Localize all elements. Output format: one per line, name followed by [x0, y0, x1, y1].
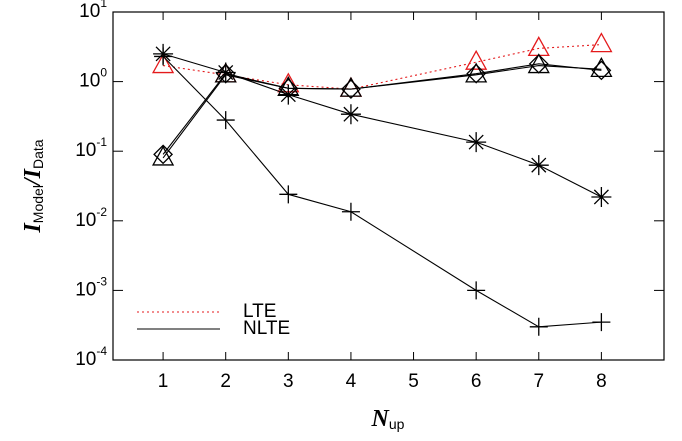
x-tick-label: 7 [533, 371, 544, 392]
y-axis-title-part: Data [30, 139, 46, 169]
plus-marker [216, 111, 235, 130]
x-axis-title: Nup [371, 406, 405, 432]
triangle-marker [527, 36, 550, 57]
x-tick-label: 2 [220, 371, 231, 392]
x-axis-title-part: N [371, 406, 391, 432]
legend-label: NLTE [243, 318, 290, 339]
diamond-marker [153, 144, 174, 165]
asterisk-marker [591, 186, 612, 207]
triangle-marker [590, 57, 613, 77]
plus-marker [341, 202, 360, 221]
x-tick-label: 1 [158, 371, 169, 392]
triangle-marker [465, 49, 488, 70]
y-axis-title-part: I [20, 222, 46, 234]
plot-frame [112, 11, 665, 361]
triangle-marker [590, 32, 613, 53]
asterisk-marker [215, 62, 236, 83]
plus-marker [154, 47, 173, 66]
diamond-marker [528, 53, 549, 74]
y-axis-title-part: I [20, 167, 46, 179]
y-axis-title-part: Model [30, 185, 46, 223]
y-tick-label: 10-2 [75, 205, 107, 231]
y-tick-label: 10-1 [75, 135, 107, 161]
triangle-marker [151, 53, 175, 74]
diamond-marker [466, 63, 487, 84]
plus-marker [529, 317, 548, 336]
series-line [162, 63, 602, 155]
x-tick-label: 3 [283, 371, 294, 392]
y-tick-label: 10-4 [75, 344, 107, 370]
triangle-marker [151, 145, 175, 166]
series-line [162, 56, 602, 328]
x-tick-label: 6 [471, 371, 482, 392]
triangle-marker [339, 76, 363, 97]
y-axis-title-part: / [20, 176, 46, 187]
y-tick-label: 10-3 [75, 275, 107, 301]
asterisk-marker [466, 132, 487, 153]
asterisk-marker [340, 104, 361, 125]
x-tick-label: 4 [346, 371, 357, 392]
diamond-marker [341, 79, 361, 100]
legend-label: LTE [243, 301, 276, 322]
series-line [163, 44, 602, 90]
x-tick-label: 5 [408, 371, 419, 392]
diamond-marker [591, 60, 612, 81]
y-tick-label: 100 [79, 66, 107, 92]
y-tick-label: 101 [79, 0, 107, 22]
plus-marker [592, 313, 611, 332]
plus-marker [279, 185, 298, 204]
asterisk-marker [528, 155, 549, 176]
plus-marker [467, 281, 486, 300]
y-axis-title: IModel/IData [20, 139, 46, 233]
asterisk-marker [278, 84, 299, 105]
x-tick-label: 8 [596, 371, 607, 392]
x-axis-title-part: up [389, 416, 405, 432]
